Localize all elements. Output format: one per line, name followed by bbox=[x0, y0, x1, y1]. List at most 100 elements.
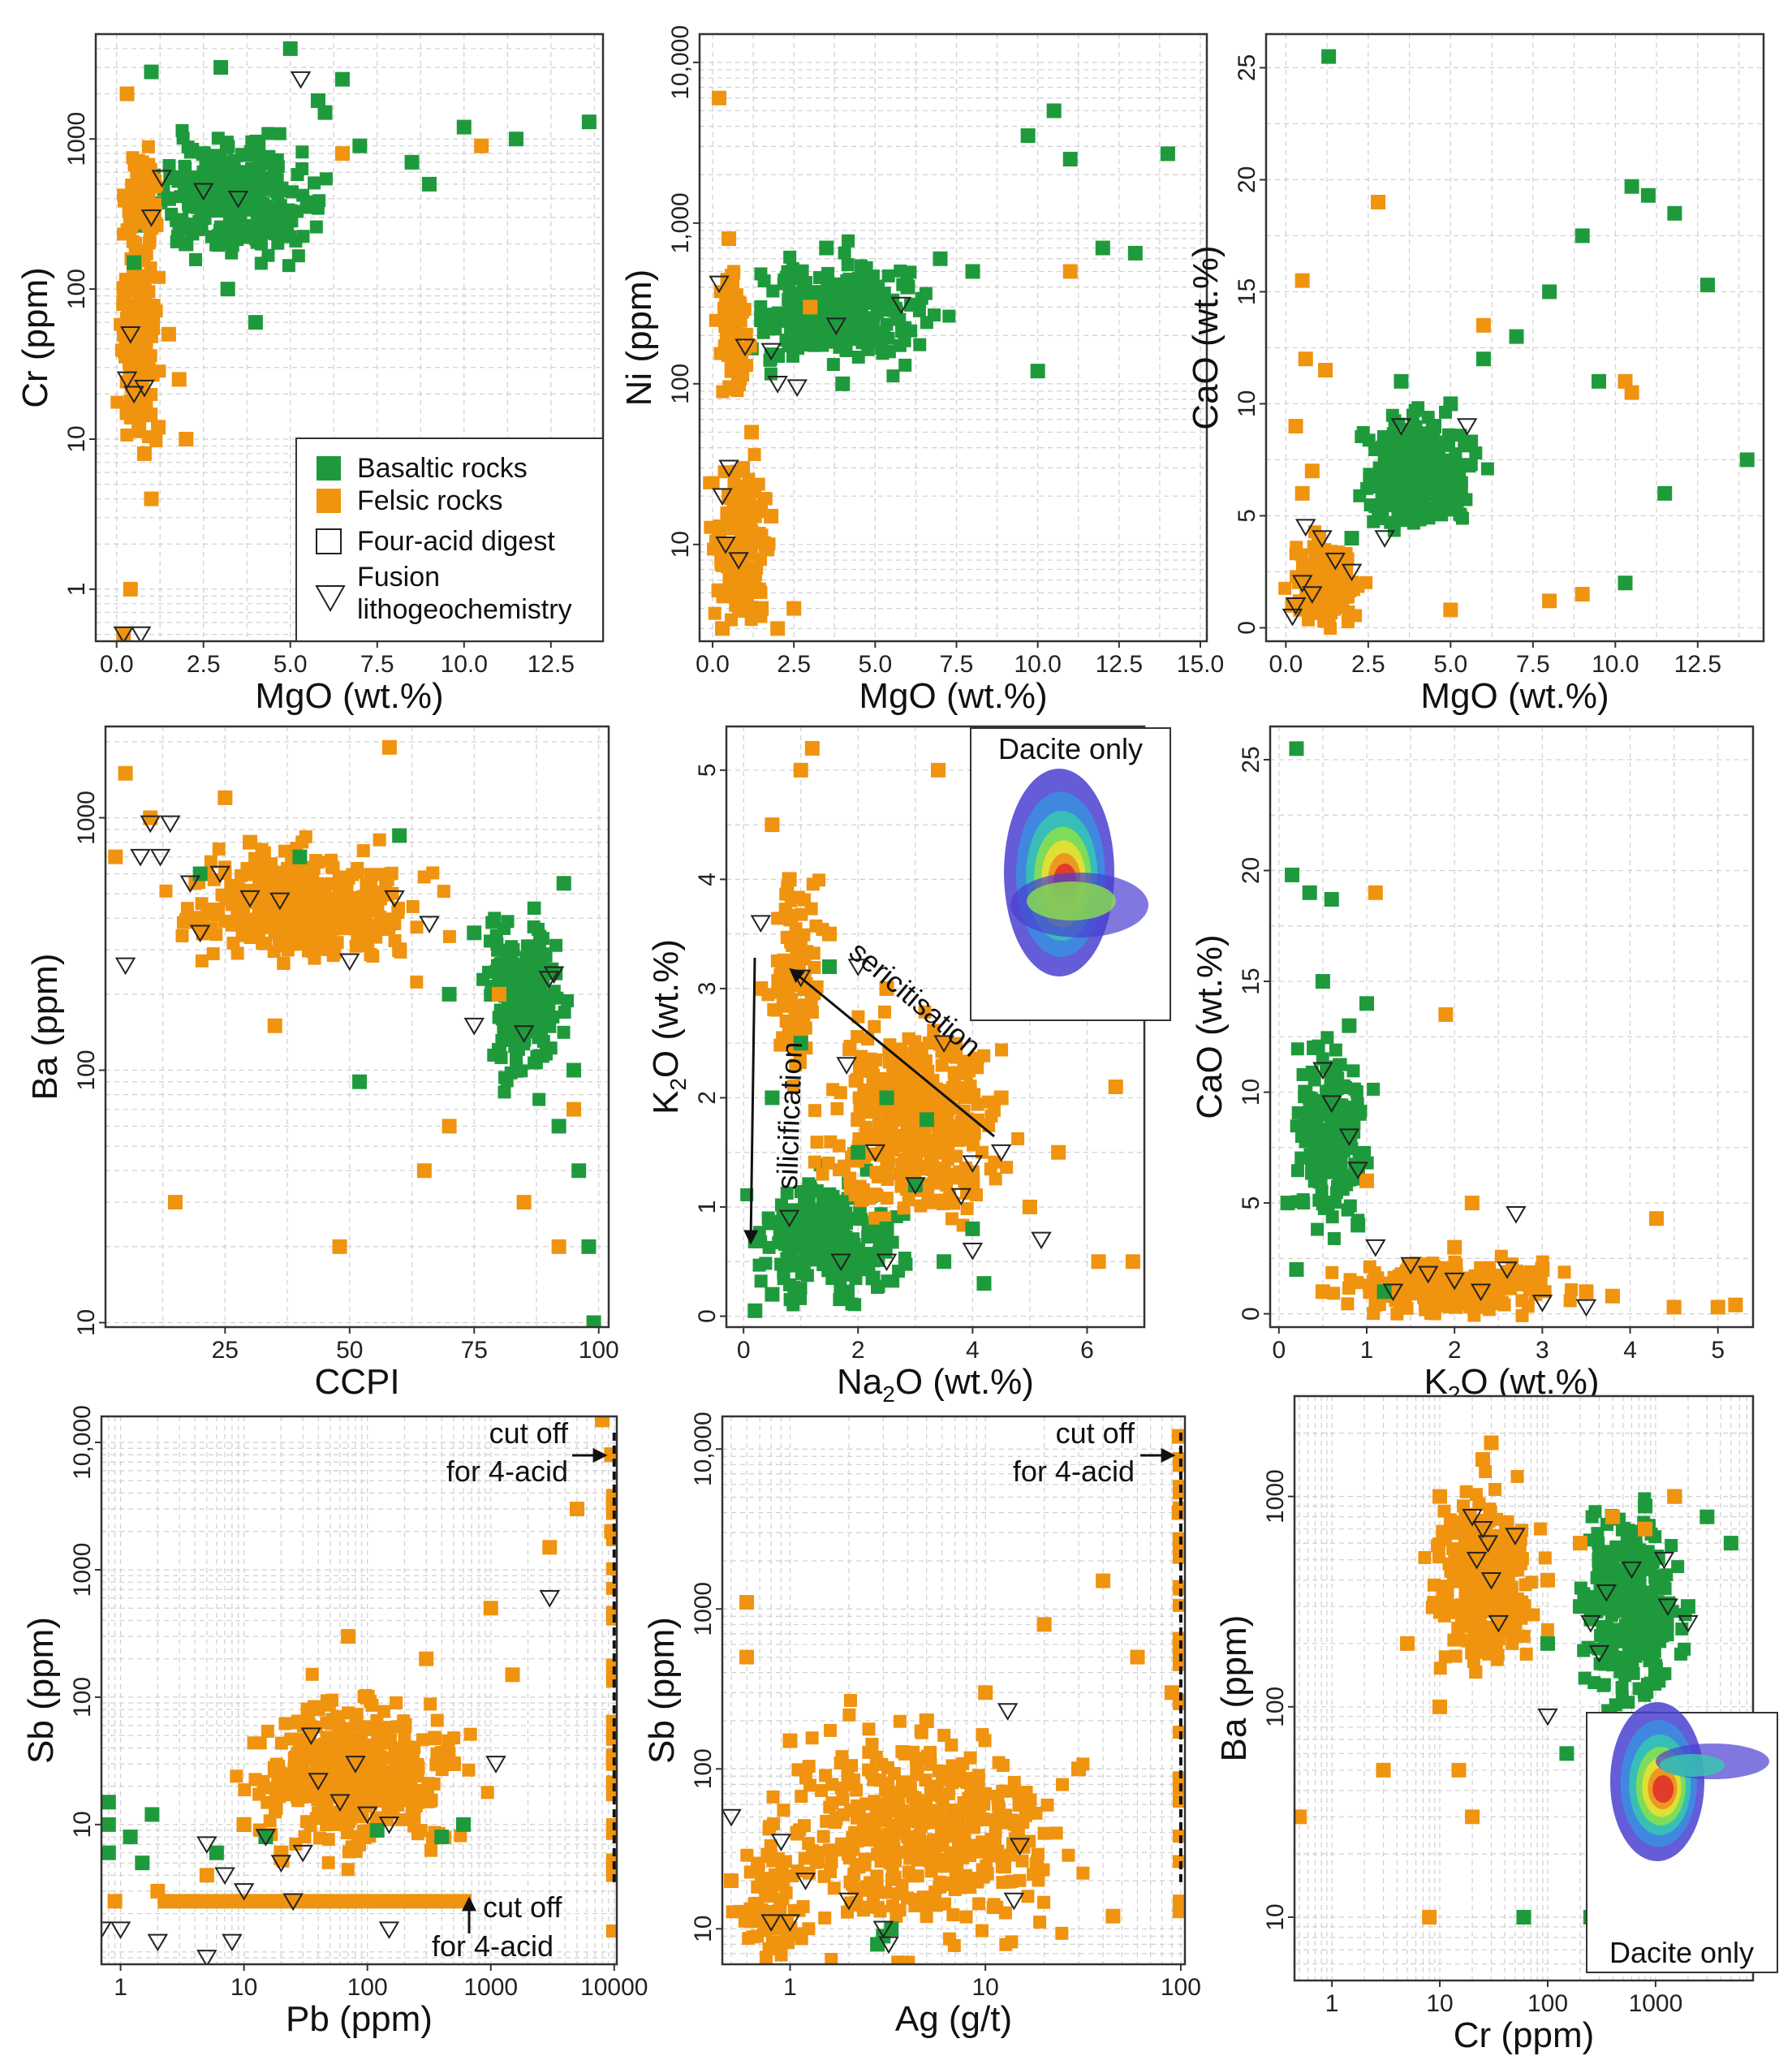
cloud-point-felsic bbox=[965, 1817, 979, 1831]
data-point-basalt bbox=[1667, 205, 1682, 221]
cloud-point-felsic bbox=[437, 885, 450, 899]
cloud-point-basalt bbox=[249, 232, 263, 246]
cloud-point-basalt bbox=[295, 145, 309, 159]
cloud-point-basalt bbox=[759, 1256, 773, 1270]
data-point-basalt bbox=[101, 1845, 116, 1860]
data-point-felsic bbox=[1574, 587, 1590, 602]
cloud-point-felsic bbox=[1315, 549, 1329, 562]
cloud-point-felsic bbox=[808, 1104, 822, 1118]
data-point-basalt bbox=[1127, 245, 1143, 261]
cloud-point-felsic bbox=[915, 1047, 928, 1061]
cloud-point-felsic bbox=[882, 1053, 896, 1067]
data-point-basalt bbox=[192, 866, 208, 881]
data-point-fusion bbox=[356, 1806, 378, 1825]
cloud-point-felsic bbox=[340, 1826, 354, 1840]
cloud-point-felsic bbox=[816, 1167, 829, 1181]
data-point-fusion bbox=[750, 915, 772, 933]
cloud-point-basalt bbox=[235, 202, 249, 216]
data-point-felsic bbox=[1288, 419, 1303, 434]
cloud-point-felsic bbox=[774, 959, 788, 973]
data-point-basalt bbox=[1160, 146, 1175, 162]
cloud-point-felsic bbox=[949, 1050, 963, 1064]
data-point-felsic bbox=[179, 431, 194, 446]
cloud-point-basalt bbox=[839, 1206, 853, 1220]
cloud-point-felsic bbox=[1427, 1272, 1441, 1286]
cloud-point-basalt bbox=[542, 995, 556, 1009]
cloud-point-basalt bbox=[1442, 428, 1456, 442]
cloud-point-felsic bbox=[1333, 583, 1346, 597]
data-point-felsic bbox=[542, 1540, 558, 1555]
cloud-point-basalt bbox=[172, 222, 186, 236]
y-tick-label: 20 bbox=[1234, 166, 1260, 193]
plot-frame bbox=[1269, 725, 1755, 1329]
cloud-point-felsic bbox=[313, 942, 327, 956]
cloud-point-felsic bbox=[832, 1163, 846, 1177]
cloud-point-felsic bbox=[991, 1790, 1005, 1804]
cloud-point-felsic bbox=[359, 1799, 373, 1812]
cloud-point-basalt bbox=[1350, 1097, 1364, 1110]
cloud-point-basalt bbox=[766, 284, 780, 298]
data-point-felsic bbox=[1328, 553, 1343, 568]
x-tick-label: 2.5 bbox=[777, 651, 811, 678]
cloud-point-basalt bbox=[893, 338, 907, 352]
cloud-point-basalt bbox=[836, 313, 850, 327]
data-point-basalt bbox=[1062, 152, 1078, 167]
data-point-felsic bbox=[993, 1090, 1009, 1106]
cloud-point-basalt bbox=[774, 1198, 788, 1212]
cloud-point-felsic bbox=[258, 877, 272, 891]
cloud-point-felsic bbox=[1311, 603, 1325, 617]
data-point-felsic bbox=[1443, 602, 1458, 618]
data-point-felsic bbox=[1438, 1006, 1454, 1022]
data-point-basalt bbox=[868, 328, 883, 343]
data-point-fusion bbox=[140, 209, 162, 227]
data-point-basalt bbox=[819, 240, 834, 256]
cloud-point-basalt bbox=[838, 246, 851, 260]
data-point-felsic bbox=[803, 300, 818, 315]
cloud-point-felsic bbox=[703, 476, 717, 489]
cloud-point-basalt bbox=[1383, 441, 1397, 455]
cloud-point-felsic bbox=[797, 928, 811, 942]
cloud-point-basalt bbox=[777, 1272, 790, 1286]
cloud-point-basalt bbox=[1406, 503, 1420, 517]
data-point-felsic bbox=[1542, 593, 1557, 609]
cloud-point-felsic bbox=[824, 1723, 838, 1737]
cloud-point-felsic bbox=[322, 1751, 336, 1765]
cloud-point-felsic bbox=[759, 492, 773, 506]
cloud-point-basalt bbox=[872, 289, 885, 303]
cloud-point-felsic bbox=[1040, 1798, 1054, 1812]
cloud-point-basalt bbox=[1328, 1196, 1342, 1209]
cloud-point-basalt bbox=[794, 1291, 808, 1305]
cloud-point-felsic bbox=[121, 308, 135, 322]
cloud-point-felsic bbox=[212, 843, 226, 856]
plot-frame bbox=[104, 725, 610, 1329]
cloud-point-felsic bbox=[873, 1904, 887, 1918]
data-point-felsic bbox=[392, 942, 407, 958]
cloud-point-felsic bbox=[743, 520, 757, 534]
silicification-arrow bbox=[743, 957, 759, 1245]
data-point-basalt bbox=[282, 41, 298, 56]
data-point-felsic bbox=[116, 296, 131, 312]
cloud-point-felsic bbox=[786, 1080, 800, 1093]
data-point-fusion bbox=[1291, 575, 1313, 593]
y-tick-label: 10 bbox=[1234, 390, 1260, 417]
cloud-point-basalt bbox=[249, 144, 263, 157]
cloud-point-felsic bbox=[411, 1827, 424, 1841]
data-point-fusion bbox=[709, 275, 730, 294]
x-tick-label: 0 bbox=[737, 1337, 751, 1364]
cloud-point-felsic bbox=[725, 269, 739, 282]
data-point-felsic bbox=[144, 491, 159, 506]
cloud-point-felsic bbox=[480, 1786, 494, 1800]
inset-label: Dacite only bbox=[998, 732, 1143, 765]
cloud-point-felsic bbox=[426, 866, 440, 880]
cloud-point-felsic bbox=[363, 1748, 377, 1761]
cloud-point-felsic bbox=[971, 1061, 984, 1075]
cloud-point-basalt bbox=[1305, 1065, 1319, 1079]
cloud-point-felsic bbox=[272, 939, 286, 953]
data-point-basalt bbox=[1315, 1129, 1330, 1144]
cloud-point-felsic bbox=[321, 1856, 335, 1869]
cloud-point-basalt bbox=[1408, 403, 1422, 417]
data-point-felsic bbox=[1491, 1295, 1506, 1310]
data-point-fusion bbox=[864, 1144, 886, 1162]
data-point-felsic bbox=[722, 231, 737, 247]
y-axis-label: Cr (ppm) bbox=[15, 267, 55, 408]
